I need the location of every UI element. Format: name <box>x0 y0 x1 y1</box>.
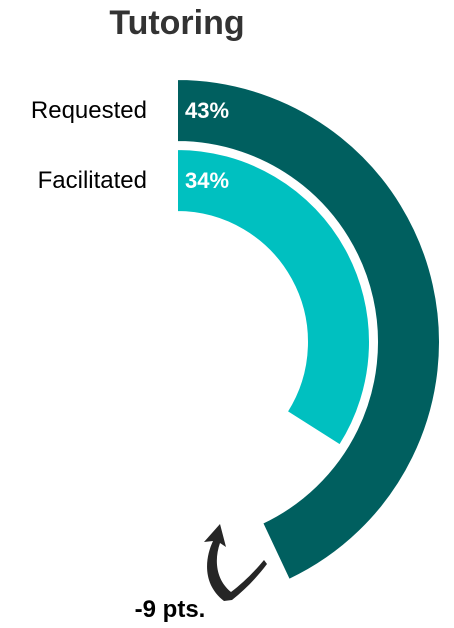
chart-title: Tutoring <box>109 4 244 42</box>
labels-group: 43% Requested 34% Facilitated <box>31 97 229 194</box>
value-label-facilitated: 34% <box>185 168 229 193</box>
difference-label: -9 pts. <box>135 596 206 623</box>
series-label-facilitated: Facilitated <box>38 167 147 194</box>
difference-arrow-icon <box>204 524 267 601</box>
bar-facilitated <box>176 147 371 447</box>
bars-group <box>176 77 441 582</box>
value-label-requested: 43% <box>185 98 229 123</box>
series-label-requested: Requested <box>31 97 147 124</box>
bar-requested <box>176 77 441 582</box>
